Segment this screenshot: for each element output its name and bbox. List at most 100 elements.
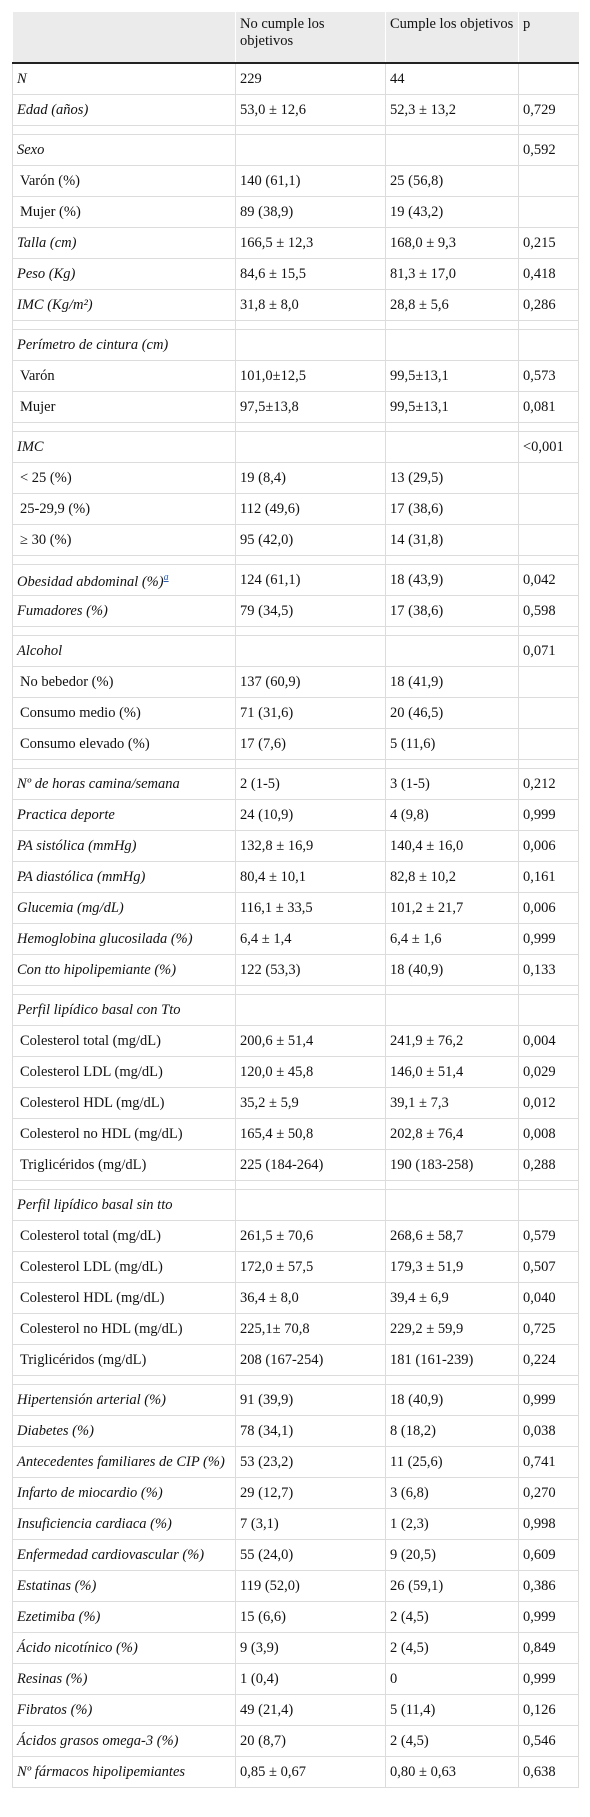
- value-cell: 4 (9,8): [385, 799, 519, 831]
- label-cell: Antecedentes familiares de CIP (%): [12, 1446, 236, 1478]
- spacer-row: [12, 422, 579, 432]
- spacer-row: [12, 320, 579, 330]
- spacer-row: [12, 1180, 579, 1190]
- value-cell: 140 (61,1): [235, 165, 386, 197]
- value-cell: 119 (52,0): [235, 1570, 386, 1602]
- value-cell: 3 (6,8): [385, 1477, 519, 1509]
- label-cell: N: [12, 62, 236, 95]
- sub-row: Mujer (%) 89 (38,9) 19 (43,2): [12, 196, 579, 228]
- value-cell: 116,1 ± 33,5: [235, 892, 386, 924]
- label-cell: Ácidos grasos omega-3 (%): [12, 1725, 236, 1757]
- value-cell: 18 (41,9): [385, 666, 519, 698]
- spacer-cell: [235, 555, 386, 565]
- value-cell: 17 (7,6): [235, 728, 386, 760]
- value-cell: 18 (43,9): [385, 564, 519, 596]
- row: IMC (Kg/m²) 31,8 ± 8,0 28,8 ± 5,6 0,286: [12, 289, 579, 321]
- label-cell: Colesterol no HDL (mg/dL): [12, 1118, 236, 1150]
- empty-cell: [518, 697, 579, 729]
- value-cell: 132,8 ± 16,9: [235, 830, 386, 862]
- value-cell: 0,638: [518, 1756, 579, 1788]
- value-cell: 0,012: [518, 1087, 579, 1119]
- row: PA sistólica (mmHg) 132,8 ± 16,9 140,4 ± 1…: [12, 830, 579, 862]
- spacer-cell: [12, 555, 236, 565]
- empty-cell: [518, 666, 579, 698]
- sub-row: Colesterol HDL (mg/dL) 36,4 ± 8,0 39,4 ± 6…: [12, 1282, 579, 1314]
- value-cell: 39,4 ± 6,9: [385, 1282, 519, 1314]
- spacer-cell: [12, 125, 236, 135]
- sub-row: Triglicéridos (mg/dL) 208 (167-254) 181 (1…: [12, 1344, 579, 1376]
- sub-row: Varón 101,0±12,5 99,5±13,1 0,573: [12, 360, 579, 392]
- value-cell: 0,006: [518, 892, 579, 924]
- row: PA diastólica (mmHg) 80,4 ± 10,1 82,8 ± 10…: [12, 861, 579, 893]
- value-cell: 122 (53,3): [235, 954, 386, 986]
- value-cell: 26 (59,1): [385, 1570, 519, 1602]
- value-cell: 0,071: [518, 635, 579, 667]
- label-cell: Varón (%): [12, 165, 236, 197]
- value-cell: 229: [235, 62, 386, 95]
- row: Ácidos grasos omega-3 (%) 20 (8,7) 2 (4,5)…: [12, 1725, 579, 1757]
- value-cell: 97,5±13,8: [235, 391, 386, 423]
- label-cell: Alcohol: [12, 635, 236, 667]
- value-cell: 0,598: [518, 595, 579, 627]
- spacer-row: [12, 1375, 579, 1385]
- value-cell: 0,004: [518, 1025, 579, 1057]
- value-cell: 229,2 ± 59,9: [385, 1313, 519, 1345]
- sub-row: Colesterol LDL (mg/dL) 172,0 ± 57,5 179,3 …: [12, 1251, 579, 1283]
- value-cell: 0,999: [518, 923, 579, 955]
- value-cell: 0,042: [518, 564, 579, 596]
- spacer-cell: [12, 1180, 236, 1190]
- empty-cell: [518, 196, 579, 228]
- row: Fumadores (%) 79 (34,5) 17 (38,6) 0,598: [12, 595, 579, 627]
- value-cell: 0,006: [518, 830, 579, 862]
- value-cell: 13 (29,5): [385, 462, 519, 494]
- label-cell: < 25 (%): [12, 462, 236, 494]
- value-cell: 120,0 ± 45,8: [235, 1056, 386, 1088]
- label-cell: Practica deporte: [12, 799, 236, 831]
- sub-row: Consumo medio (%) 71 (31,6) 20 (46,5): [12, 697, 579, 729]
- empty-cell: [518, 728, 579, 760]
- row: Glucemia (mg/dL) 116,1 ± 33,5 101,2 ± 21,7…: [12, 892, 579, 924]
- sub-row: Colesterol total (mg/dL) 261,5 ± 70,6 268,…: [12, 1220, 579, 1252]
- label-cell: Obesidad abdominal (%)a: [12, 564, 236, 596]
- value-cell: 140,4 ± 16,0: [385, 830, 519, 862]
- sub-row: < 25 (%) 19 (8,4) 13 (29,5): [12, 462, 579, 494]
- value-cell: 99,5±13,1: [385, 360, 519, 392]
- spacer-cell: [518, 320, 579, 330]
- spacer-cell: [385, 125, 519, 135]
- value-cell: 82,8 ± 10,2: [385, 861, 519, 893]
- value-cell: 11 (25,6): [385, 1446, 519, 1478]
- value-cell: 0,029: [518, 1056, 579, 1088]
- spacer-cell: [518, 1180, 579, 1190]
- empty-cell: [235, 994, 386, 1026]
- value-cell: 0,286: [518, 289, 579, 321]
- sub-row: Consumo elevado (%) 17 (7,6) 5 (11,6): [12, 728, 579, 760]
- sub-row: No bebedor (%) 137 (60,9) 18 (41,9): [12, 666, 579, 698]
- label-cell: Diabetes (%): [12, 1415, 236, 1447]
- value-cell: 0,999: [518, 1384, 579, 1416]
- value-cell: 101,2 ± 21,7: [385, 892, 519, 924]
- value-cell: 200,6 ± 51,4: [235, 1025, 386, 1057]
- value-cell: 31,8 ± 8,0: [235, 289, 386, 321]
- label-cell: Mujer (%): [12, 196, 236, 228]
- value-cell: 0,80 ± 0,63: [385, 1756, 519, 1788]
- value-cell: 17 (38,6): [385, 595, 519, 627]
- label-cell: Colesterol LDL (mg/dL): [12, 1056, 236, 1088]
- value-cell: 5 (11,4): [385, 1694, 519, 1726]
- value-cell: 179,3 ± 51,9: [385, 1251, 519, 1283]
- value-cell: 181 (161-239): [385, 1344, 519, 1376]
- label-cell: ≥ 30 (%): [12, 524, 236, 556]
- label-cell: Hipertensión arterial (%): [12, 1384, 236, 1416]
- label-cell: Triglicéridos (mg/dL): [12, 1149, 236, 1181]
- value-cell: 20 (46,5): [385, 697, 519, 729]
- label-cell: Colesterol HDL (mg/dL): [12, 1087, 236, 1119]
- sub-row: Colesterol HDL (mg/dL) 35,2 ± 5,9 39,1 ± 7…: [12, 1087, 579, 1119]
- spacer-cell: [518, 125, 579, 135]
- empty-cell: [518, 462, 579, 494]
- label-cell: Sexo: [12, 134, 236, 166]
- spacer-cell: [518, 422, 579, 432]
- spacer-cell: [12, 985, 236, 995]
- value-cell: 24 (10,9): [235, 799, 386, 831]
- row: N 229 44: [12, 62, 579, 95]
- spacer-cell: [235, 626, 386, 636]
